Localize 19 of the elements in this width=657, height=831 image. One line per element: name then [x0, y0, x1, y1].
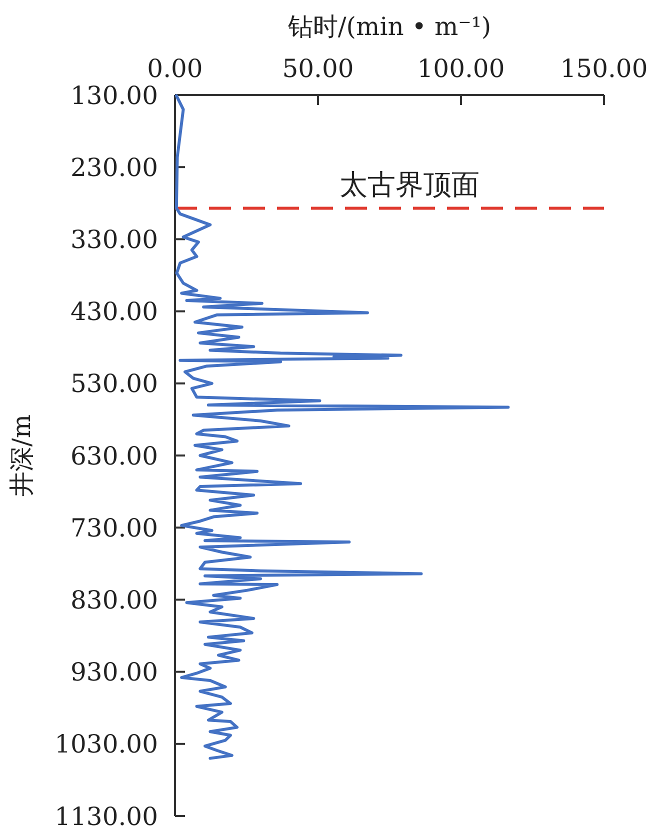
- y-tick-label: 530.00: [70, 369, 158, 398]
- y-tick-label: 1030.00: [54, 730, 158, 759]
- line-series: [174, 94, 510, 760]
- ref-line-label: 太古界顶面: [340, 168, 480, 202]
- x-tick-label: 150.00: [560, 54, 648, 83]
- x-tick-label: 50.00: [282, 54, 354, 83]
- y-tick-label: 430.00: [70, 297, 158, 326]
- x-axis-title: 钻时/(min • m⁻¹): [286, 12, 492, 41]
- y-tick-label: 830.00: [70, 585, 158, 614]
- y-tick-label: 730.00: [70, 513, 158, 542]
- y-axis-title: 井深/m: [7, 414, 36, 497]
- y-tick-label: 930.00: [70, 658, 158, 687]
- x-tick-label: 0.00: [147, 54, 203, 83]
- y-tick-label: 630.00: [70, 441, 158, 470]
- x-tick-label: 100.00: [417, 54, 505, 83]
- y-tick-label: 330.00: [70, 224, 158, 254]
- y-tick-label: 130.00: [70, 80, 158, 110]
- y-tick-label: 230.00: [70, 152, 158, 182]
- y-tick-label: 1130.00: [54, 802, 158, 831]
